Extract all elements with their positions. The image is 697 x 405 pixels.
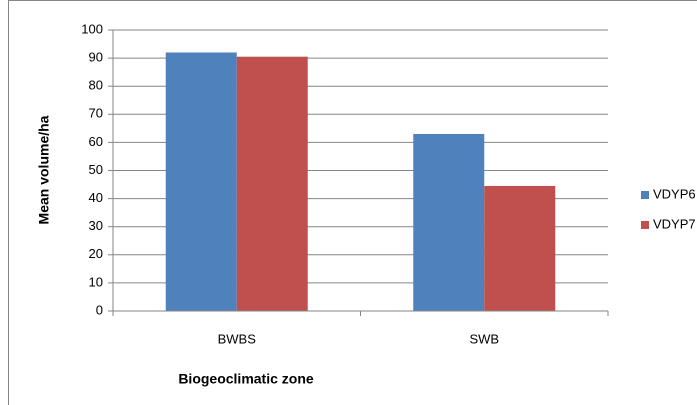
y-tick-label: 50 xyxy=(89,162,103,177)
x-axis-title: Biogeoclimatic zone xyxy=(178,371,314,387)
x-tick-label: BWBS xyxy=(218,331,257,346)
y-tick-label: 30 xyxy=(89,218,103,233)
y-tick-label: 80 xyxy=(89,78,103,93)
y-tick-label: 100 xyxy=(81,21,103,36)
y-tick-label: 70 xyxy=(89,106,103,121)
bar xyxy=(484,185,556,311)
legend-swatch xyxy=(641,191,649,199)
y-tick-label: 10 xyxy=(89,274,103,289)
y-tick-label: 90 xyxy=(89,50,103,65)
legend-label: VDYP7 xyxy=(653,216,696,231)
legend-swatch xyxy=(641,221,649,229)
y-tick-label: 0 xyxy=(96,302,103,317)
chart-border xyxy=(8,0,697,405)
y-axis-title: Mean volume/ha xyxy=(36,115,52,224)
y-tick-label: 60 xyxy=(89,134,103,149)
bar xyxy=(236,56,308,311)
legend-label: VDYP6 xyxy=(653,186,696,201)
y-tick-label: 40 xyxy=(89,190,103,205)
x-tick-label: SWB xyxy=(469,331,499,346)
bar xyxy=(413,133,485,311)
y-tick-label: 20 xyxy=(89,246,103,261)
bar xyxy=(165,52,237,311)
